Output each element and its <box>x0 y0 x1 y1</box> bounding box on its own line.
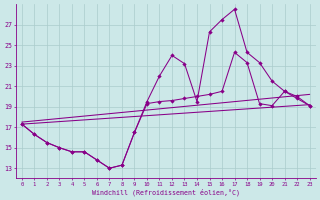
X-axis label: Windchill (Refroidissement éolien,°C): Windchill (Refroidissement éolien,°C) <box>92 188 240 196</box>
